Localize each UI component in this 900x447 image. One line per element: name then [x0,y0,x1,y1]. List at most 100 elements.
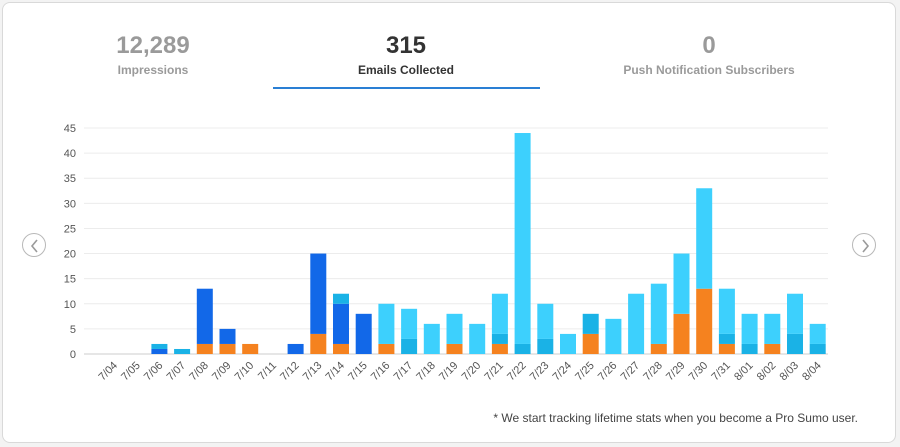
footnote-text: * We start tracking lifetime stats when … [493,411,858,425]
bar-segment[interactable] [196,288,213,344]
y-tick-label: 25 [64,223,76,235]
bar-segment[interactable] [560,333,576,354]
bar-segment[interactable] [310,253,327,334]
bar-segment[interactable] [401,308,418,339]
push-subscribers-value: 0 [702,32,716,59]
bar-segment[interactable] [605,318,622,354]
push-subscribers-label: Push Notification Subscribers [623,63,795,77]
bar-segment[interactable] [628,293,645,354]
bar-segment[interactable] [219,328,236,344]
bar-segment[interactable] [333,303,349,344]
bar-segment[interactable] [196,343,213,354]
bar-segment[interactable] [696,188,713,289]
x-tick-label: 7/07 [165,360,189,384]
bar-segment[interactable] [333,293,349,304]
bar-segment[interactable] [650,343,667,354]
chevron-right-icon [862,239,870,253]
x-tick-label: 8/04 [800,360,824,384]
x-tick-label: 7/29 [664,360,688,384]
bar-segment[interactable] [333,343,349,354]
x-tick-label: 7/16 [369,360,393,384]
y-tick-label: 5 [70,324,76,336]
x-tick-label: 7/24 [550,360,574,384]
prev-button[interactable] [22,233,46,257]
bar-segment[interactable] [242,343,259,354]
x-tick-label: 7/10 [233,360,257,384]
x-tick-label: 7/13 [301,360,325,384]
bar-segment[interactable] [514,343,531,354]
x-tick-label: 7/22 [505,360,529,384]
bar-segment[interactable] [219,343,236,354]
impressions-value: 12,289 [116,32,190,59]
y-tick-label: 10 [64,299,76,311]
x-tick-label: 7/28 [641,360,665,384]
x-tick-label: 7/11 [256,360,279,383]
x-tick-label: 7/12 [278,360,302,384]
y-tick-label: 0 [70,349,76,361]
bar-segment[interactable] [446,343,463,354]
x-tick-label: 7/31 [709,360,733,384]
bar-segment[interactable] [378,303,395,344]
bar-segment[interactable] [741,313,758,344]
tab-emails-collected[interactable]: 315 Emails Collected [256,32,556,78]
bar-segment[interactable] [310,333,327,354]
bar-segment[interactable] [582,333,599,354]
bar-segment[interactable] [809,323,826,344]
x-tick-label: 7/04 [96,360,120,384]
y-tick-label: 45 [64,123,76,135]
active-tab-underline [273,87,540,89]
bar-segment[interactable] [764,343,781,354]
x-tick-label: 7/30 [687,360,711,384]
bar-segment[interactable] [696,288,713,354]
bar-segment[interactable] [718,333,735,344]
bar-segment[interactable] [741,343,758,354]
x-tick-label: 7/14 [323,360,347,384]
tab-push-subscribers[interactable]: 0 Push Notification Subscribers [559,32,859,78]
bar-segment[interactable] [287,343,304,354]
x-tick-label: 7/21 [482,360,506,384]
bar-segment[interactable] [809,343,826,354]
bar-segment[interactable] [537,338,554,354]
x-tick-label: 7/27 [619,360,643,384]
bar-segment[interactable] [787,333,803,354]
bar-segment[interactable] [764,313,781,344]
x-tick-label: 7/15 [346,360,370,384]
y-tick-label: 35 [64,173,76,185]
tab-impressions[interactable]: 12,289 Impressions [3,32,303,78]
bar-segment[interactable] [787,293,803,334]
bar-segment[interactable] [151,348,168,354]
bar-segment[interactable] [378,343,395,354]
bar-segment[interactable] [718,343,735,354]
bar-segment[interactable] [491,333,508,344]
x-tick-label: 7/20 [460,360,484,384]
bar-segment[interactable] [174,348,191,354]
bar-segment[interactable] [423,323,440,354]
bar-segment[interactable] [718,288,735,334]
bar-segment[interactable] [469,323,486,354]
bar-segment[interactable] [582,313,599,334]
emails-collected-label: Emails Collected [357,63,455,77]
emails-collected-value: 315 [385,32,427,59]
bar-segment[interactable] [673,313,690,354]
x-tick-label: 8/03 [777,360,801,384]
bar-segment[interactable] [673,253,690,314]
x-tick-label: 8/01 [732,360,756,384]
bar-segment[interactable] [355,313,372,354]
bar-segment[interactable] [491,293,508,334]
x-tick-label: 7/06 [142,360,166,384]
bar-segment[interactable] [650,283,667,344]
next-button[interactable] [852,233,876,257]
x-tick-label: 7/25 [573,360,597,384]
bar-segment[interactable] [537,303,554,339]
bar-segment[interactable] [151,343,168,349]
bar-segment[interactable] [514,133,531,344]
impressions-label: Impressions [117,63,189,77]
bar-segment[interactable] [401,338,418,354]
y-tick-label: 40 [64,148,76,160]
bar-segment[interactable] [446,313,463,344]
bar-segment[interactable] [491,343,508,354]
y-tick-label: 20 [64,249,76,261]
x-tick-label: 7/05 [119,360,143,384]
x-tick-label: 7/08 [187,360,211,384]
